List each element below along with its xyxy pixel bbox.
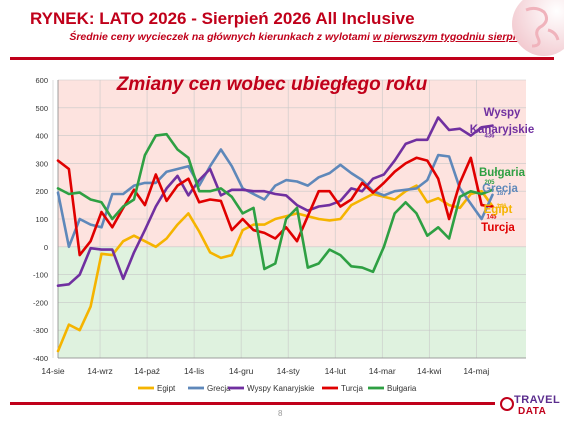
- x-tick-label: 14-paź: [134, 366, 160, 376]
- legend-label: Turcja: [341, 384, 363, 393]
- chart-legend: Egipt Grecja Wyspy Kanaryjskie Turcja Bułgar…: [138, 384, 417, 393]
- series-side-label: Bułgaria: [479, 167, 526, 179]
- x-tick-label: 14-gru: [229, 366, 254, 376]
- series-side-label: Turcja: [481, 222, 515, 234]
- y-tick-label: 100: [35, 215, 48, 224]
- slide-header: RYNEK: LATO 2026 - Sierpień 2026 All Inc…: [0, 0, 564, 56]
- legend-label: Grecja: [207, 384, 231, 393]
- y-tick-label: -200: [33, 298, 48, 307]
- y-tick-label: -400: [33, 354, 48, 363]
- end-value-label: 146: [497, 204, 508, 210]
- slide-title: RYNEK: LATO 2026 - Sierpień 2026 All Inc…: [30, 9, 415, 28]
- end-value-label: 205: [485, 180, 496, 186]
- header-divider: [10, 57, 554, 60]
- x-axis: 14-sie 14-wrz 14-paź 14-lis 14-gru 14-sty 14-l…: [41, 357, 526, 376]
- end-value-label: 187: [497, 191, 508, 197]
- series-line: [56, 116, 494, 287]
- x-tick-label: 14-wrz: [87, 366, 113, 376]
- chart-title: Zmiany cen wobec ubiegłego roku: [116, 74, 428, 95]
- end-value-labels: 146 187 436 145 205: [485, 134, 508, 221]
- logo-word-top: TRAVEL: [514, 394, 561, 406]
- x-tick-label: 14-lis: [184, 366, 204, 376]
- y-tick-label: 500: [35, 104, 48, 113]
- subtitle-underlined: w pierwszym tygodniu sierpnia: [372, 31, 528, 43]
- legend-label: Bułgaria: [387, 384, 417, 393]
- y-tick-label: -300: [33, 326, 48, 335]
- series-side-label: Egipt: [484, 204, 513, 216]
- logo-word-bottom: DATA: [518, 406, 547, 417]
- y-tick-label: -100: [33, 271, 48, 280]
- x-tick-label: 14-sty: [277, 366, 301, 376]
- x-tick-label: 14-mar: [369, 366, 396, 376]
- y-tick-label: 200: [35, 187, 48, 196]
- y-tick-label: 400: [35, 132, 48, 141]
- travel-data-logo: TRAVEL DATA: [500, 394, 560, 420]
- x-tick-label: 14-kwi: [417, 366, 442, 376]
- subtitle-text: Średnie ceny wycieczek na głównych kieru…: [69, 31, 373, 43]
- series-line: [56, 184, 494, 353]
- x-tick-label: 14-maj: [463, 366, 489, 376]
- end-value-label: 436: [485, 134, 496, 140]
- series-side-label: Grecja: [482, 183, 518, 195]
- series-side-label: Wyspy Kanaryjskie: [470, 107, 535, 136]
- x-tick-label: 14-sie: [41, 366, 64, 376]
- legend-label: Egipt: [157, 384, 176, 393]
- footer-divider: [10, 402, 495, 405]
- series-line: [56, 132, 494, 274]
- series-line: [56, 148, 494, 249]
- end-value-label: 145: [487, 214, 498, 220]
- series-line: [56, 156, 494, 257]
- page-number: 8: [278, 409, 283, 418]
- slide-subtitle: Średnie ceny wycieczek na głównych kieru…: [0, 31, 528, 43]
- series-lines: [56, 116, 494, 353]
- legend-label: Wyspy Kanaryjskie: [247, 384, 315, 393]
- y-axis: 600 500 400 300 200 100 0 -100 -200 -300 -400: [33, 76, 59, 363]
- y-tick-label: 300: [35, 159, 48, 168]
- globe-logo-icon: [512, 0, 564, 56]
- logo-circle-icon: [500, 397, 514, 411]
- series-side-labels: Egipt Grecja Wyspy Kanaryjskie Turcja Bułgari…: [470, 107, 535, 234]
- x-tick-label: 14-lut: [325, 366, 347, 376]
- price-change-chart: 600 500 400 300 200 100 0 -100 -200 -300 -400 14-s…: [33, 74, 535, 393]
- y-tick-label: 600: [35, 76, 48, 85]
- y-tick-label: 0: [44, 243, 48, 252]
